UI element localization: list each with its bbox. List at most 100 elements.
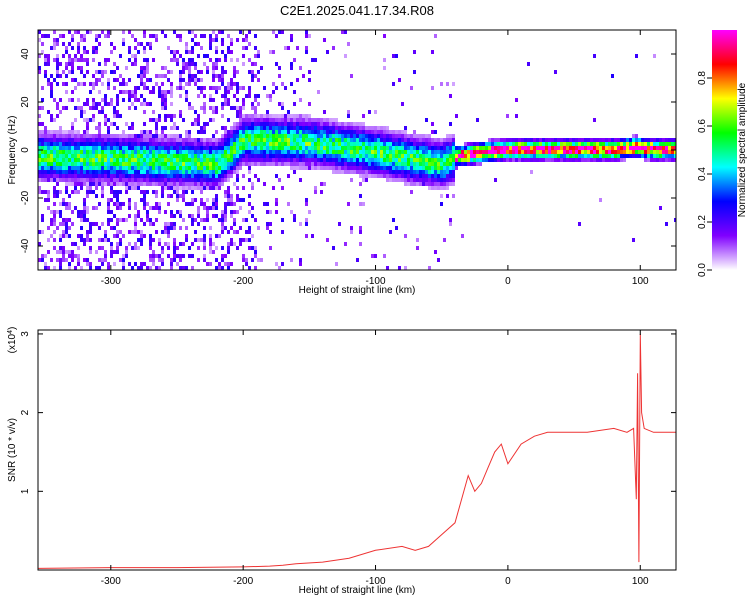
heatmap-cell bbox=[260, 162, 263, 166]
heatmap-cell bbox=[116, 218, 119, 222]
heatmap-cell bbox=[602, 150, 605, 154]
heatmap-cell bbox=[128, 150, 131, 154]
heatmap-cell bbox=[536, 138, 539, 142]
heatmap-cell bbox=[98, 178, 101, 182]
heatmap-cell bbox=[416, 238, 419, 242]
heatmap-cell bbox=[44, 162, 47, 166]
heatmap-cell bbox=[209, 206, 212, 210]
heatmap-cell bbox=[203, 174, 206, 178]
heatmap-cell bbox=[599, 154, 602, 158]
heatmap-cell bbox=[404, 174, 407, 178]
heatmap-cell bbox=[206, 182, 209, 186]
heatmap-cell bbox=[341, 162, 344, 166]
heatmap-cell bbox=[260, 118, 263, 122]
heatmap-cell bbox=[305, 126, 308, 130]
heatmap-cell bbox=[671, 146, 674, 150]
heatmap-cell bbox=[521, 142, 524, 146]
heatmap-cell bbox=[431, 174, 434, 178]
heatmap-cell bbox=[380, 134, 383, 138]
heatmap-cell bbox=[506, 114, 509, 118]
heatmap-cell bbox=[320, 154, 323, 158]
snr-x-tick-label: -300 bbox=[101, 576, 121, 587]
heatmap-cell bbox=[656, 150, 659, 154]
heatmap-cell bbox=[86, 170, 89, 174]
heatmap-cell bbox=[440, 138, 443, 142]
heatmap-cell bbox=[236, 110, 239, 114]
heatmap-cell bbox=[323, 142, 326, 146]
heatmap-cell bbox=[68, 158, 71, 162]
heatmap-cell bbox=[413, 182, 416, 186]
heatmap-cell bbox=[386, 266, 389, 270]
heatmap-cell bbox=[212, 66, 215, 70]
heatmap-cell bbox=[302, 146, 305, 150]
heatmap-cell bbox=[92, 182, 95, 186]
heatmap-cell bbox=[485, 146, 488, 150]
heatmap-cell bbox=[215, 50, 218, 54]
heatmap-cell bbox=[59, 130, 62, 134]
heatmap-cell bbox=[296, 158, 299, 162]
heatmap-cell bbox=[239, 122, 242, 126]
heatmap-cell bbox=[158, 166, 161, 170]
heatmap-cell bbox=[350, 126, 353, 130]
heatmap-cell bbox=[155, 122, 158, 126]
heatmap-cell bbox=[635, 146, 638, 150]
heatmap-cell bbox=[59, 158, 62, 162]
heatmap-cell bbox=[443, 178, 446, 182]
heatmap-cell bbox=[647, 150, 650, 154]
heatmap-cell bbox=[428, 138, 431, 142]
heatmap-cell bbox=[50, 134, 53, 138]
heatmap-cell bbox=[248, 238, 251, 242]
heatmap-cell bbox=[365, 130, 368, 134]
heatmap-cell bbox=[632, 154, 635, 158]
heatmap-cell bbox=[338, 222, 341, 226]
heatmap-cell bbox=[92, 98, 95, 102]
heatmap-cell bbox=[359, 242, 362, 246]
heatmap-cell bbox=[209, 46, 212, 50]
heatmap-cell bbox=[560, 142, 563, 146]
heatmap-cell bbox=[326, 158, 329, 162]
heatmap-cell bbox=[266, 226, 269, 230]
heatmap-cell bbox=[410, 150, 413, 154]
heatmap-cell bbox=[152, 166, 155, 170]
heatmap-cell bbox=[188, 30, 191, 34]
heatmap-cell bbox=[245, 46, 248, 50]
heatmap-cell bbox=[188, 150, 191, 154]
heatmap-cell bbox=[200, 218, 203, 222]
heatmap-cell bbox=[77, 246, 80, 250]
heatmap-cell bbox=[272, 90, 275, 94]
heatmap-cell bbox=[293, 102, 296, 106]
heatmap-cell bbox=[434, 162, 437, 166]
heatmap-cell bbox=[176, 142, 179, 146]
heatmap-cell bbox=[197, 42, 200, 46]
heatmap-cell bbox=[449, 158, 452, 162]
heatmap-cell bbox=[194, 74, 197, 78]
heatmap-cell bbox=[659, 206, 662, 210]
heatmap-cell bbox=[131, 142, 134, 146]
heatmap-cell bbox=[179, 226, 182, 230]
heatmap-cell bbox=[464, 150, 467, 154]
heatmap-cell bbox=[107, 238, 110, 242]
heatmap-cell bbox=[398, 150, 401, 154]
heatmap-cell bbox=[143, 110, 146, 114]
heatmap-cell bbox=[152, 150, 155, 154]
heatmap-cell bbox=[365, 146, 368, 150]
heatmap-cell bbox=[56, 170, 59, 174]
heatmap-cell bbox=[137, 142, 140, 146]
heatmap-cell bbox=[107, 118, 110, 122]
heatmap-cell bbox=[68, 202, 71, 206]
heatmap-cell bbox=[47, 78, 50, 82]
heatmap-cell bbox=[557, 154, 560, 158]
heatmap-cell bbox=[167, 242, 170, 246]
heatmap-cell bbox=[437, 174, 440, 178]
heatmap-cell bbox=[335, 146, 338, 150]
heatmap-cell bbox=[665, 150, 668, 154]
heatmap-cell bbox=[452, 166, 455, 170]
heatmap-cell bbox=[518, 146, 521, 150]
heatmap-cell bbox=[530, 142, 533, 146]
heatmap-cell bbox=[86, 138, 89, 142]
heatmap-cell bbox=[416, 182, 419, 186]
heatmap-cell bbox=[59, 154, 62, 158]
heatmap-cell bbox=[164, 242, 167, 246]
heatmap-cell bbox=[68, 30, 71, 34]
heatmap-cell bbox=[68, 142, 71, 146]
